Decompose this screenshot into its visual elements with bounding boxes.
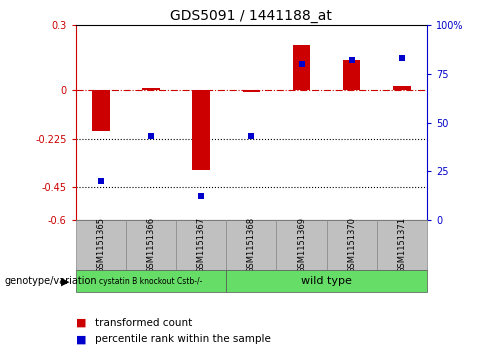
Bar (176, 220, 226, 270)
Text: GSM1151371: GSM1151371 (397, 217, 407, 273)
Text: GSM1151366: GSM1151366 (146, 217, 156, 273)
Text: GSM1151368: GSM1151368 (247, 217, 256, 273)
Bar (76, 220, 126, 270)
Text: wild type: wild type (301, 276, 352, 286)
Bar (343, 60, 361, 90)
Text: cystatin B knockout Cstb-/-: cystatin B knockout Cstb-/- (99, 277, 203, 286)
Text: ▶: ▶ (61, 276, 69, 286)
Text: GSM1151369: GSM1151369 (297, 217, 306, 273)
Bar (226, 220, 276, 270)
Bar (76, 270, 226, 292)
Bar (377, 220, 427, 270)
Bar (92, 90, 109, 131)
Bar (243, 90, 260, 92)
Bar (192, 90, 210, 170)
Bar (276, 220, 326, 270)
Text: ■: ■ (76, 318, 86, 328)
Bar (142, 88, 160, 90)
Bar (326, 220, 377, 270)
Text: percentile rank within the sample: percentile rank within the sample (95, 334, 271, 344)
Text: GSM1151370: GSM1151370 (347, 217, 356, 273)
Text: ■: ■ (76, 334, 86, 344)
Bar (126, 220, 176, 270)
Bar (226, 270, 427, 292)
Text: GSM1151365: GSM1151365 (96, 217, 105, 273)
Bar (293, 45, 310, 90)
Title: GDS5091 / 1441188_at: GDS5091 / 1441188_at (170, 9, 332, 23)
Bar (393, 86, 411, 90)
Text: transformed count: transformed count (95, 318, 192, 328)
Text: GSM1151367: GSM1151367 (197, 217, 205, 273)
Text: genotype/variation: genotype/variation (5, 276, 98, 286)
